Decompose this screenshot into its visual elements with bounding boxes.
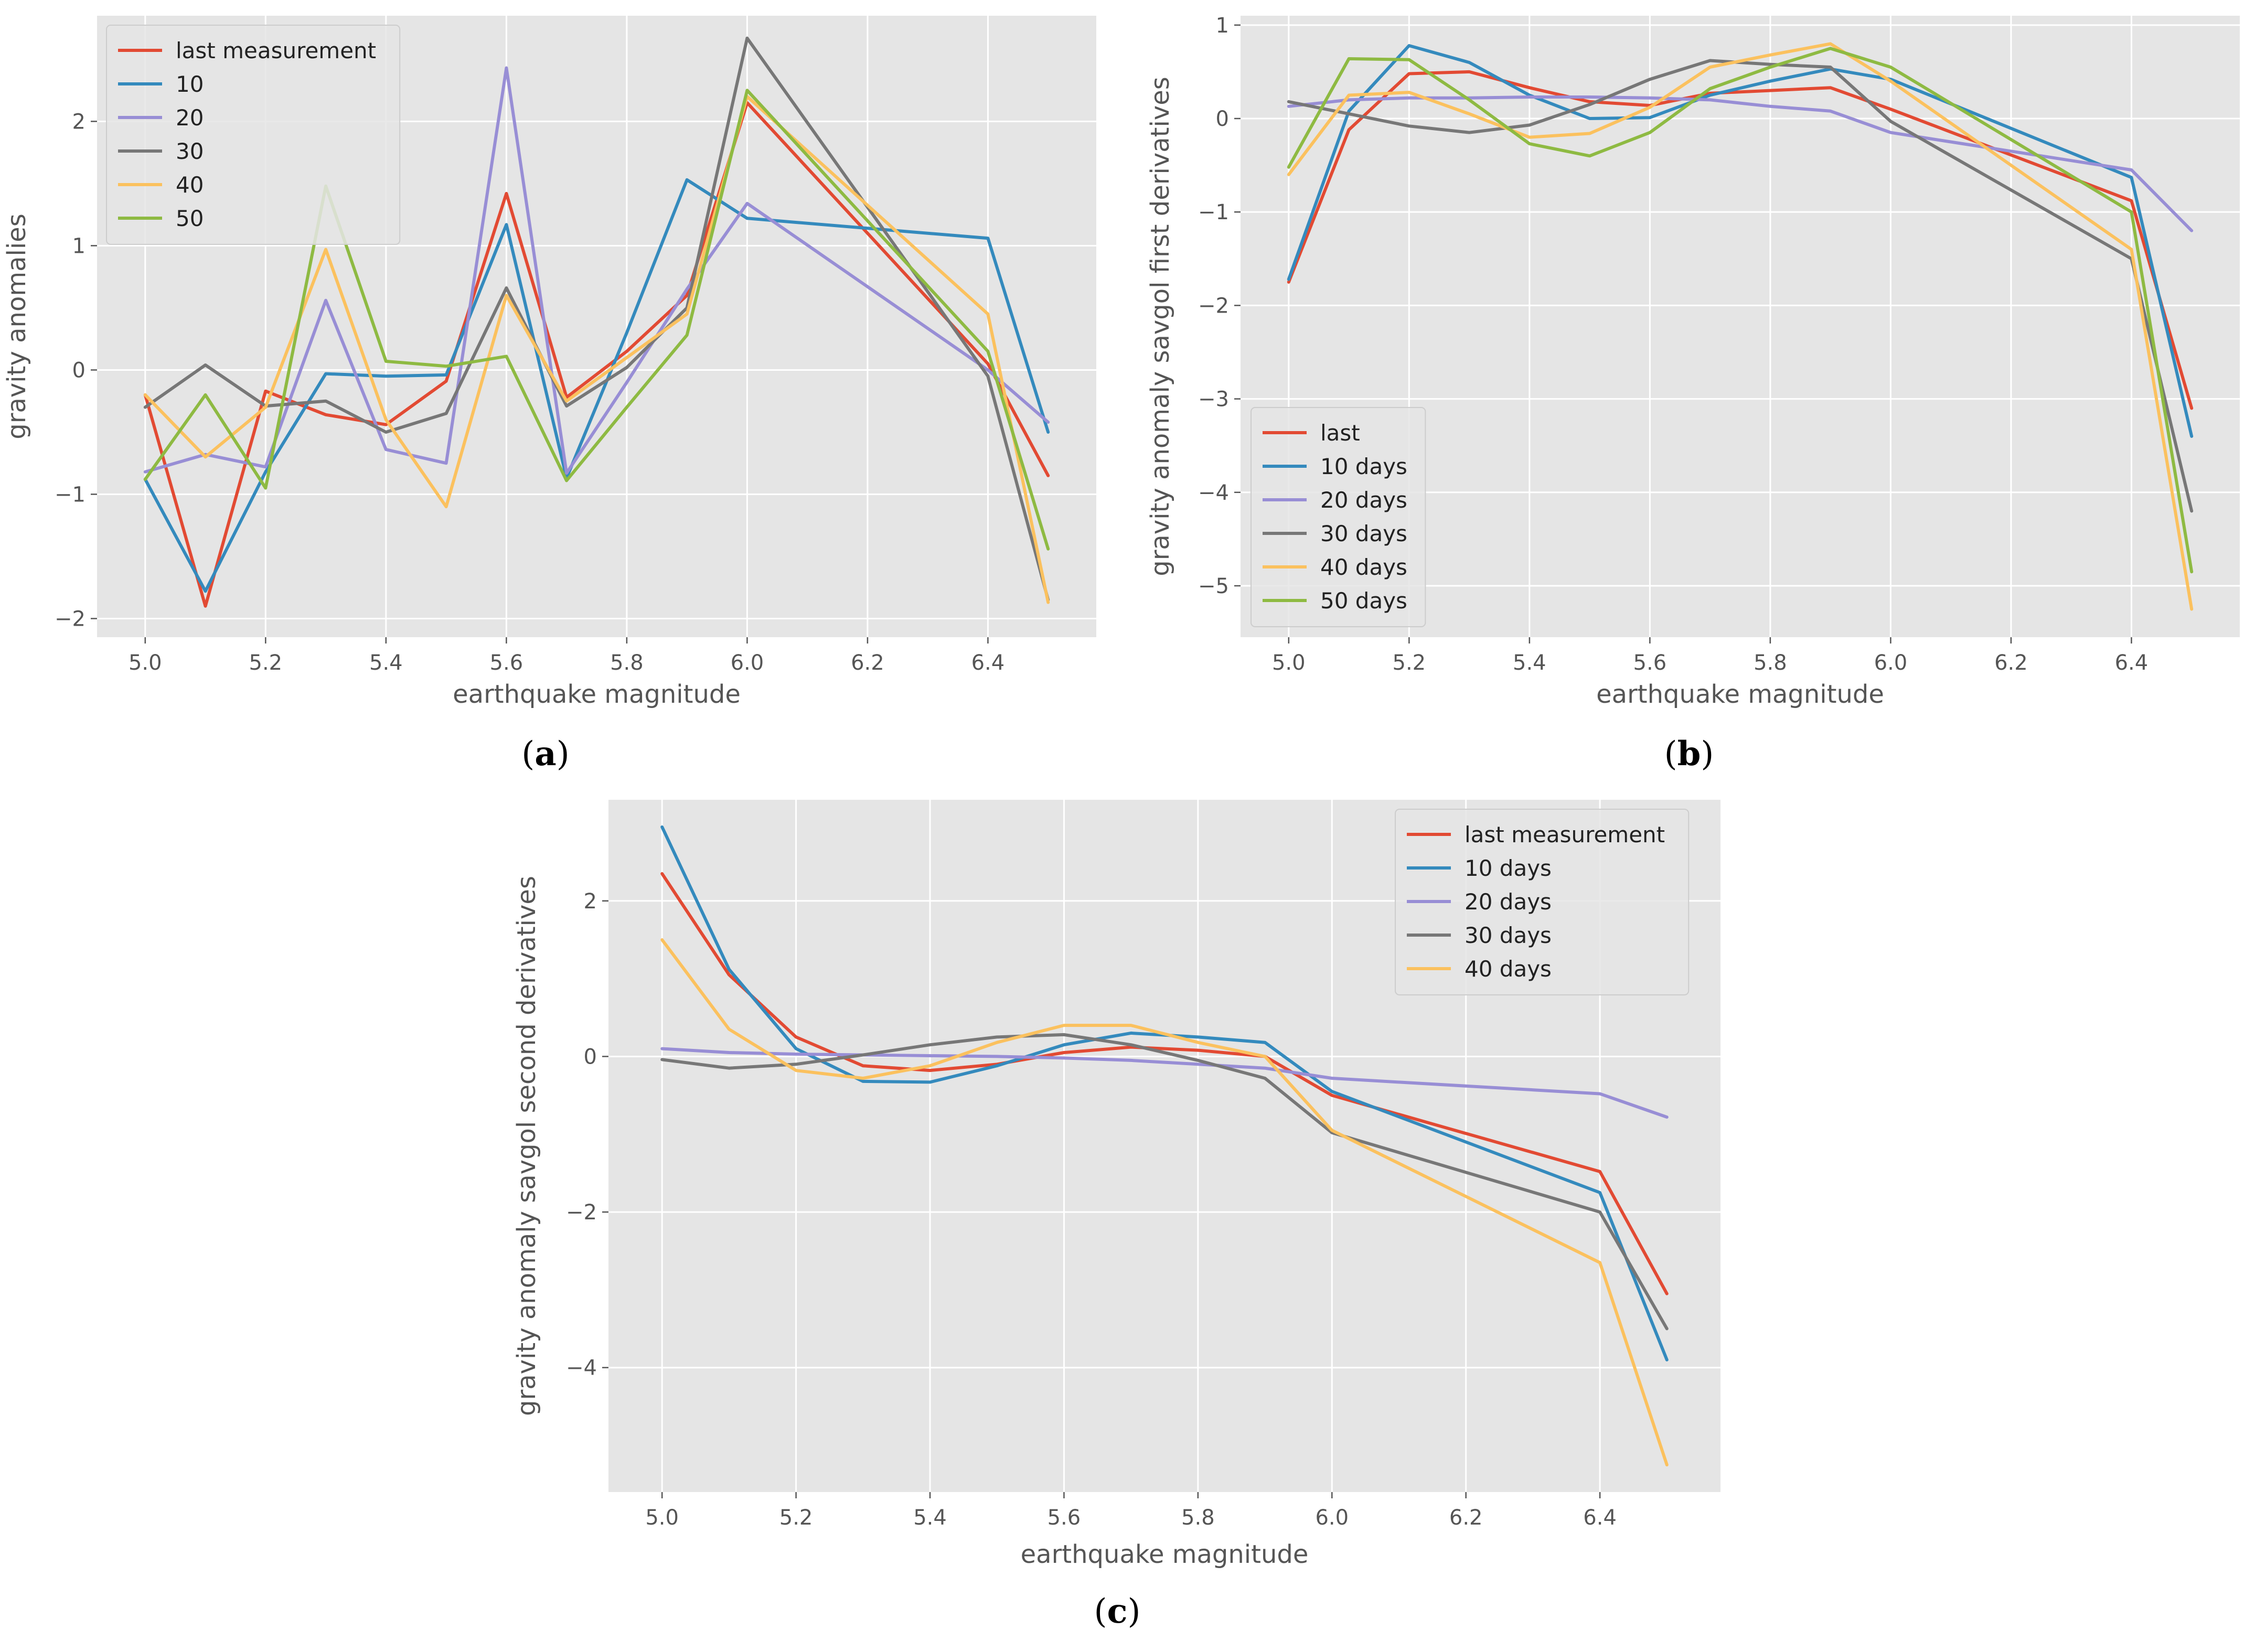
y-tick-label: −4 xyxy=(1198,481,1229,505)
x-tick-label: 6.4 xyxy=(2115,651,2149,675)
legend: last measurement 10 20 30 40 50 xyxy=(106,25,401,245)
legend-label: 10 xyxy=(176,71,204,97)
series-line-d10 xyxy=(143,178,1050,593)
x-tick-label: 5.8 xyxy=(610,651,644,675)
y-axis-label: gravity anomalies xyxy=(2,213,31,439)
x-tick-label: 6.4 xyxy=(1583,1506,1617,1530)
y-axis-label: gravity anomaly savgol second derivative… xyxy=(512,876,541,1416)
legend-label: 10 days xyxy=(1320,454,1407,479)
legend-label: 20 days xyxy=(1320,487,1407,513)
x-tick-label: 5.2 xyxy=(779,1506,813,1530)
x-tick-label: 5.2 xyxy=(249,651,283,675)
chart-a: 5.0 5.2 5.4 5.6 5.8 6.0 6.2 6.4 −2 −1 0 1 2 earthquak… xyxy=(2,16,1096,709)
x-tick-label: 6.2 xyxy=(1449,1506,1483,1530)
x-tick-label: 5.0 xyxy=(129,651,162,675)
legend-label: 40 days xyxy=(1320,554,1407,580)
y-tick-label: −1 xyxy=(55,482,86,507)
x-tick-label: 5.4 xyxy=(369,651,403,675)
x-tick-label: 5.4 xyxy=(913,1506,947,1530)
y-tick-label: −4 xyxy=(566,1356,597,1380)
series-line-d50 xyxy=(143,89,1050,551)
panel-label-c: (c) xyxy=(1094,1592,1141,1631)
panel-label-b: (b) xyxy=(1664,734,1714,774)
legend-label: last measurement xyxy=(176,38,376,63)
series-group xyxy=(143,36,1050,608)
legend-label: 20 days xyxy=(1465,889,1552,915)
legend-label: 50 days xyxy=(1320,588,1407,614)
y-tick-label: 0 xyxy=(584,1045,597,1069)
x-tick-label: 5.8 xyxy=(1181,1506,1215,1530)
x-axis-label: earthquake magnitude xyxy=(1596,680,1884,709)
y-axis-label: gravity anomaly savgol first derivatives xyxy=(1146,77,1175,576)
series-line-d40 xyxy=(1287,42,2194,611)
series-group xyxy=(1287,42,2194,611)
series-line-last xyxy=(143,101,1050,608)
series-line-d10 xyxy=(660,825,1669,1361)
y-tick-label: −2 xyxy=(55,607,86,631)
series-line-d20 xyxy=(1287,95,2194,232)
legend-label: 20 xyxy=(176,105,204,131)
panel-label-a: (a) xyxy=(521,734,570,774)
legend-label: 50 xyxy=(176,206,204,231)
x-tick-label: 5.6 xyxy=(1633,651,1667,675)
legend-label: last measurement xyxy=(1465,822,1665,848)
y-tick-label: 2 xyxy=(584,889,597,914)
y-tick-label: 1 xyxy=(72,234,86,258)
x-tick-label: 6.0 xyxy=(1874,651,1908,675)
x-tick-label: 6.0 xyxy=(1315,1506,1349,1530)
x-axis-label: earthquake magnitude xyxy=(453,680,741,709)
series-line-d30 xyxy=(660,1033,1669,1331)
x-tick-label: 6.0 xyxy=(731,651,764,675)
series-line-d20 xyxy=(143,66,1050,475)
x-tick-label: 5.6 xyxy=(490,651,523,675)
y-tick-label: −1 xyxy=(1198,200,1229,224)
legend-box xyxy=(1251,407,1426,627)
legend-label: 10 days xyxy=(1465,855,1552,881)
legend: last 10 days 20 days 30 days 40 days 50 days xyxy=(1251,407,1426,627)
x-axis-label: earthquake magnitude xyxy=(1021,1540,1309,1569)
legend-label: 30 days xyxy=(1465,922,1552,948)
series-line-d50 xyxy=(1287,47,2194,574)
legend-label: 30 xyxy=(176,138,204,164)
series-line-d30 xyxy=(1287,59,2194,513)
legend-label: 40 days xyxy=(1465,956,1552,982)
y-tick-label: 2 xyxy=(72,110,86,134)
legend-label: last xyxy=(1320,420,1360,446)
legend-label: 40 xyxy=(176,172,204,198)
legend-box xyxy=(1395,809,1690,995)
y-tick-label: −2 xyxy=(566,1200,597,1225)
x-tick-label: 6.2 xyxy=(851,651,884,675)
legend-label: 30 days xyxy=(1320,521,1407,546)
x-tick-label: 5.4 xyxy=(1513,651,1546,675)
series-line-d20 xyxy=(660,1047,1669,1119)
y-tick-label: 0 xyxy=(72,358,86,382)
x-tick-label: 5.6 xyxy=(1048,1506,1081,1530)
series-line-d40 xyxy=(660,938,1669,1467)
x-tick-label: 5.0 xyxy=(645,1506,679,1530)
chart-b: 5.0 5.2 5.4 5.6 5.8 6.0 6.2 6.4 −5 −4 −3 −2 −1 0 1 eart… xyxy=(1146,14,2240,709)
panel-b: 5.0 5.2 5.4 5.6 5.8 6.0 6.2 6.4 −5 −4 −3 −2 −1 0 1 eart… xyxy=(1128,0,2255,787)
y-tick-label: 1 xyxy=(1216,14,1229,38)
panel-c: 5.0 5.2 5.4 5.6 5.8 6.0 6.2 6.4 −4 −2 0 2 earthquake… xyxy=(472,787,1783,1652)
panel-a: 5.0 5.2 5.4 5.6 5.8 6.0 6.2 6.4 −2 −1 0 1 2 earthquak… xyxy=(0,0,1128,787)
x-tick-label: 6.2 xyxy=(1994,651,2028,675)
y-tick-label: 0 xyxy=(1216,107,1229,131)
chart-c: 5.0 5.2 5.4 5.6 5.8 6.0 6.2 6.4 −4 −2 0 2 earthquake… xyxy=(512,800,1720,1569)
series-line-last xyxy=(660,872,1669,1295)
legend-box xyxy=(106,25,401,245)
x-tick-label: 5.8 xyxy=(1754,651,1787,675)
series-group xyxy=(660,825,1669,1467)
legend: last measurement 10 days 20 days 30 days 40 … xyxy=(1395,809,1690,995)
y-tick-label: −3 xyxy=(1198,388,1229,412)
x-tick-label: 5.2 xyxy=(1393,651,1426,675)
x-tick-label: 5.0 xyxy=(1272,651,1306,675)
x-tick-label: 6.4 xyxy=(971,651,1005,675)
y-tick-label: −2 xyxy=(1198,294,1229,318)
y-tick-label: −5 xyxy=(1198,574,1229,598)
